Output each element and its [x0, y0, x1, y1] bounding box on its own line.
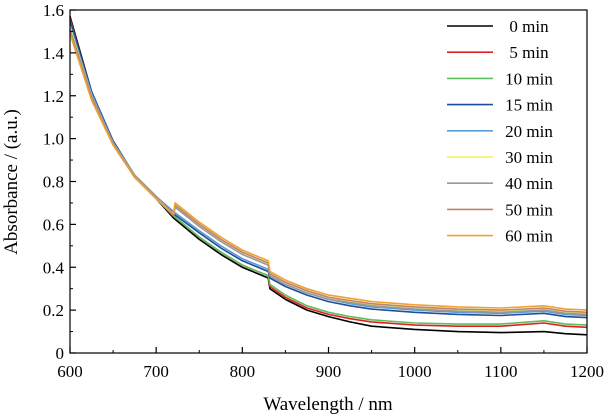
series-line-3 — [69, 20, 588, 319]
x-axis-title: Wavelength / nm — [263, 394, 393, 415]
y-tick-label: 0.8 — [43, 173, 64, 192]
legend-label-5: 30 min — [505, 148, 553, 167]
y-tick-label: 0.6 — [43, 215, 64, 234]
x-tick-label: 800 — [230, 362, 256, 381]
y-tick-label: 0 — [56, 344, 65, 363]
series-line-6 — [69, 29, 588, 316]
x-tick-label: 700 — [143, 362, 169, 381]
tick-layer: 600 700 800 900 1000 1100 1200 0 0.2 0.4 0.6 0.8 1.0… — [43, 1, 604, 381]
legend-label-7: 50 min — [505, 200, 553, 219]
legend-label-4: 20 min — [505, 122, 553, 141]
x-tick-label: 1200 — [570, 362, 604, 381]
y-tick-label: 1.2 — [43, 87, 64, 106]
legend-label-1: 5 min — [509, 43, 549, 62]
legend-label-6: 40 min — [505, 174, 553, 193]
legend-label-8: 60 min — [505, 227, 553, 246]
series-layer — [69, 16, 588, 336]
y-tick-label: 1.6 — [43, 1, 64, 20]
series-line-1 — [69, 18, 588, 329]
legend-label-0: 0 min — [509, 17, 549, 36]
legend: 0 min 5 min 10 min 15 min 20 min 30 min 40 min… — [447, 17, 553, 246]
y-tick-label: 1.0 — [43, 130, 64, 149]
series-line-2 — [69, 20, 588, 326]
x-tick-label: 600 — [57, 362, 83, 381]
x-tick-label: 1000 — [398, 362, 432, 381]
y-tick-label: 0.4 — [43, 258, 65, 277]
series-line-8 — [69, 33, 588, 311]
y-tick-label: 1.4 — [43, 44, 65, 63]
y-tick-label: 0.2 — [43, 301, 64, 320]
x-tick-label: 900 — [316, 362, 342, 381]
y-axis-title: Absorbance / (a.u.) — [1, 109, 22, 255]
legend-label-3: 15 min — [505, 96, 553, 115]
legend-label-2: 10 min — [505, 69, 553, 88]
x-tick-label: 1100 — [484, 362, 517, 381]
